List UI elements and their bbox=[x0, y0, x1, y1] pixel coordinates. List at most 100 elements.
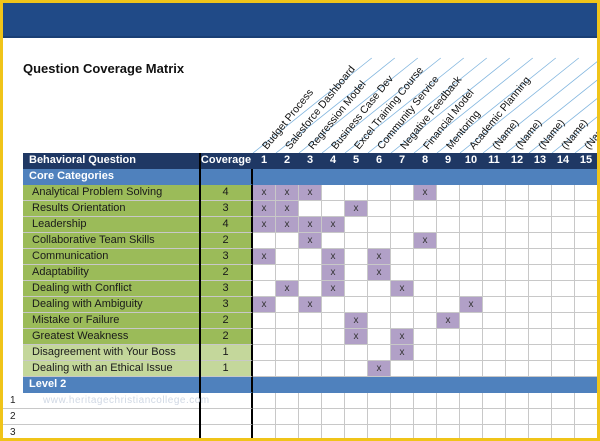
matrix-cell[interactable] bbox=[322, 425, 345, 438]
matrix-cell[interactable] bbox=[391, 393, 414, 409]
matrix-cell[interactable] bbox=[552, 313, 575, 329]
matrix-cell[interactable] bbox=[414, 345, 437, 361]
matrix-cell[interactable] bbox=[391, 201, 414, 217]
matrix-cell[interactable] bbox=[552, 201, 575, 217]
matrix-cell[interactable] bbox=[552, 249, 575, 265]
matrix-cell[interactable] bbox=[552, 265, 575, 281]
coverage-mark[interactable]: x bbox=[391, 329, 414, 345]
coverage-mark[interactable]: x bbox=[276, 201, 299, 217]
matrix-cell[interactable] bbox=[460, 185, 483, 201]
matrix-cell[interactable] bbox=[368, 185, 391, 201]
matrix-cell[interactable] bbox=[299, 361, 322, 377]
matrix-cell[interactable] bbox=[299, 409, 322, 425]
matrix-cell[interactable] bbox=[460, 265, 483, 281]
matrix-cell[interactable] bbox=[368, 345, 391, 361]
matrix-cell[interactable] bbox=[483, 361, 506, 377]
coverage-mark[interactable]: x bbox=[368, 361, 391, 377]
matrix-cell[interactable] bbox=[299, 345, 322, 361]
matrix-cell[interactable] bbox=[529, 233, 552, 249]
matrix-cell[interactable] bbox=[414, 361, 437, 377]
matrix-cell[interactable] bbox=[506, 297, 529, 313]
matrix-cell[interactable] bbox=[575, 233, 597, 249]
matrix-cell[interactable] bbox=[552, 185, 575, 201]
matrix-cell[interactable] bbox=[506, 233, 529, 249]
matrix-cell[interactable] bbox=[322, 185, 345, 201]
question-name[interactable]: Collaborative Team Skills bbox=[23, 233, 200, 249]
matrix-cell[interactable] bbox=[414, 409, 437, 425]
matrix-cell[interactable] bbox=[460, 409, 483, 425]
coverage-mark[interactable]: x bbox=[253, 249, 276, 265]
coverage-mark[interactable]: x bbox=[368, 249, 391, 265]
matrix-cell[interactable] bbox=[575, 297, 597, 313]
matrix-cell[interactable] bbox=[437, 425, 460, 438]
matrix-cell[interactable] bbox=[460, 393, 483, 409]
matrix-cell[interactable] bbox=[299, 281, 322, 297]
matrix-cell[interactable] bbox=[552, 233, 575, 249]
matrix-cell[interactable] bbox=[575, 249, 597, 265]
coverage-mark[interactable]: x bbox=[299, 297, 322, 313]
coverage-mark[interactable]: x bbox=[368, 265, 391, 281]
matrix-cell[interactable] bbox=[322, 201, 345, 217]
question-name-empty[interactable] bbox=[23, 409, 200, 425]
matrix-cell[interactable] bbox=[437, 217, 460, 233]
matrix-cell[interactable] bbox=[437, 265, 460, 281]
matrix-cell[interactable] bbox=[460, 281, 483, 297]
matrix-cell[interactable] bbox=[575, 393, 597, 409]
matrix-cell[interactable] bbox=[345, 361, 368, 377]
matrix-cell[interactable] bbox=[322, 233, 345, 249]
matrix-cell[interactable] bbox=[345, 281, 368, 297]
matrix-cell[interactable] bbox=[552, 425, 575, 438]
matrix-cell[interactable] bbox=[483, 297, 506, 313]
matrix-cell[interactable] bbox=[529, 265, 552, 281]
matrix-cell[interactable] bbox=[414, 297, 437, 313]
matrix-cell[interactable] bbox=[506, 329, 529, 345]
matrix-cell[interactable] bbox=[529, 329, 552, 345]
matrix-cell[interactable] bbox=[460, 201, 483, 217]
coverage-mark[interactable]: x bbox=[276, 281, 299, 297]
matrix-cell[interactable] bbox=[345, 217, 368, 233]
matrix-cell[interactable] bbox=[345, 425, 368, 438]
question-name[interactable]: Greatest Weakness bbox=[23, 329, 200, 345]
matrix-cell[interactable] bbox=[506, 345, 529, 361]
matrix-cell[interactable] bbox=[299, 265, 322, 281]
matrix-cell[interactable] bbox=[483, 201, 506, 217]
matrix-cell[interactable] bbox=[483, 249, 506, 265]
matrix-cell[interactable] bbox=[529, 425, 552, 438]
matrix-cell[interactable] bbox=[414, 329, 437, 345]
matrix-cell[interactable] bbox=[299, 201, 322, 217]
coverage-mark[interactable]: x bbox=[460, 297, 483, 313]
coverage-mark[interactable]: x bbox=[253, 185, 276, 201]
coverage-mark[interactable]: x bbox=[414, 233, 437, 249]
matrix-cell[interactable] bbox=[460, 345, 483, 361]
matrix-cell[interactable] bbox=[483, 313, 506, 329]
matrix-cell[interactable] bbox=[575, 425, 597, 438]
matrix-cell[interactable] bbox=[552, 281, 575, 297]
matrix-cell[interactable] bbox=[345, 297, 368, 313]
matrix-cell[interactable] bbox=[368, 393, 391, 409]
matrix-cell[interactable] bbox=[529, 361, 552, 377]
matrix-cell[interactable] bbox=[391, 249, 414, 265]
matrix-cell[interactable] bbox=[552, 361, 575, 377]
matrix-cell[interactable] bbox=[529, 201, 552, 217]
matrix-cell[interactable] bbox=[276, 329, 299, 345]
matrix-cell[interactable] bbox=[437, 201, 460, 217]
matrix-cell[interactable] bbox=[368, 329, 391, 345]
matrix-cell[interactable] bbox=[322, 393, 345, 409]
matrix-cell[interactable] bbox=[391, 265, 414, 281]
matrix-cell[interactable] bbox=[299, 425, 322, 438]
matrix-cell[interactable] bbox=[506, 393, 529, 409]
question-name[interactable]: Dealing with Ambiguity bbox=[23, 297, 200, 313]
matrix-cell[interactable] bbox=[460, 233, 483, 249]
matrix-cell[interactable] bbox=[483, 233, 506, 249]
matrix-cell[interactable] bbox=[506, 361, 529, 377]
matrix-cell[interactable] bbox=[506, 425, 529, 438]
coverage-mark[interactable]: x bbox=[276, 185, 299, 201]
matrix-cell[interactable] bbox=[437, 233, 460, 249]
matrix-cell[interactable] bbox=[437, 281, 460, 297]
matrix-cell[interactable] bbox=[483, 281, 506, 297]
matrix-cell[interactable] bbox=[529, 185, 552, 201]
matrix-cell[interactable] bbox=[368, 425, 391, 438]
question-name[interactable]: Dealing with an Ethical Issue bbox=[23, 361, 200, 377]
matrix-cell[interactable] bbox=[483, 345, 506, 361]
matrix-cell[interactable] bbox=[345, 265, 368, 281]
